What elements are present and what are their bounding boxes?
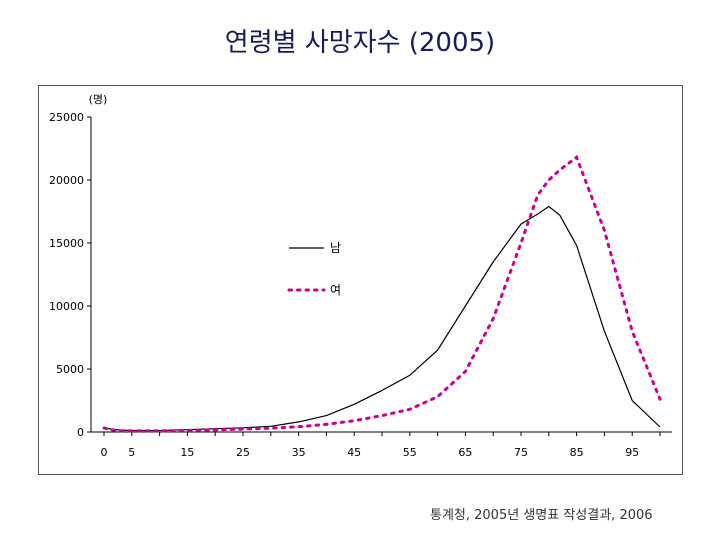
x-tick-label: 95	[625, 446, 639, 459]
legend-label: 여	[330, 283, 341, 297]
x-tick-label: 5	[128, 446, 135, 459]
x-tick-label: 75	[514, 446, 528, 459]
y-axis-label: (명)	[89, 93, 108, 106]
y-tick-label: 20000	[49, 174, 84, 187]
y-tick-label: 15000	[49, 237, 84, 250]
x-tick-label: 25	[236, 446, 250, 459]
chart-frame	[38, 85, 683, 475]
x-tick-label: 65	[458, 446, 472, 459]
x-tick-label: 45	[347, 446, 361, 459]
y-tick-label: 5000	[56, 363, 84, 376]
series-line-female	[102, 154, 662, 433]
x-tick-label: 15	[180, 446, 194, 459]
series-line-male	[103, 205, 661, 432]
x-tick-label: 0	[101, 446, 108, 459]
chart-title: 연령별 사망자수 (2005)	[224, 28, 496, 58]
legend-label: 남	[330, 241, 341, 255]
y-tick-label: 10000	[49, 300, 84, 313]
x-tick-label: 55	[403, 446, 417, 459]
y-tick-label: 0	[77, 426, 84, 439]
source-note: 통계청, 2005년 생명표 작성결과, 2006	[430, 508, 653, 523]
x-tick-label: 85	[570, 446, 584, 459]
x-tick-label: 35	[292, 446, 306, 459]
y-tick-label: 25000	[49, 111, 84, 124]
